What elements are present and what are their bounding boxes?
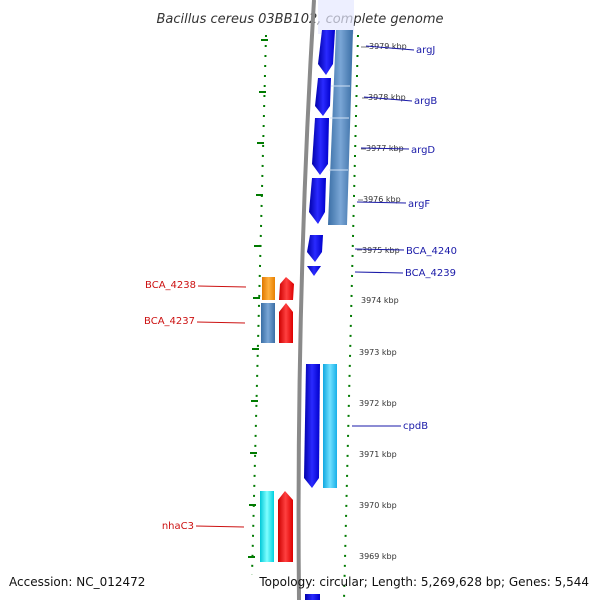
- gene-next-fragment: [305, 594, 320, 600]
- tick-label: 3971 kbp: [359, 450, 397, 459]
- gene-label-BCA_4240: BCA_4240: [406, 246, 457, 257]
- gene-label-BCA_4238: BCA_4238: [145, 280, 196, 291]
- inner-ring-ticks: [248, 39, 268, 558]
- forward-gene-arrows: [304, 30, 337, 600]
- tick-labels: 3979 kbp 3978 kbp 3977 kbp 3976 kbp 3975…: [359, 42, 407, 561]
- tick-label: 3970 kbp: [359, 501, 397, 510]
- gene-cpdB: [304, 364, 320, 488]
- map-title: Bacillus cereus 03BB102, complete genome: [156, 12, 443, 27]
- gene-nhaC3-cds: [260, 491, 274, 562]
- tick-label: 3978 kbp: [368, 93, 406, 102]
- gene-label-BCA_4239: BCA_4239: [405, 268, 456, 279]
- gene-BCA_4237-cds: [261, 303, 275, 343]
- accession-text: Accession: NC_012472: [9, 575, 145, 589]
- gene-argJ: [318, 30, 335, 75]
- reverse-label-leaders: [195, 285, 247, 528]
- gene-label-argD: argD: [411, 145, 435, 156]
- tick-label: 3976 kbp: [363, 195, 401, 204]
- gene-label-argB: argB: [414, 96, 437, 107]
- forward-cds-track: [328, 30, 353, 225]
- gene-label-cpdB: cpdB: [403, 421, 428, 432]
- gene-argB: [315, 78, 331, 116]
- forward-gene-labels: argJ argB argD argF BCA_4240 BCA_4239 cp…: [403, 45, 457, 432]
- gene-cpdB-cds: [323, 364, 337, 488]
- gene-BCA_4239: [307, 266, 321, 276]
- forward-label-leaders: [352, 45, 415, 427]
- top-highlight: [318, 0, 354, 34]
- outer-dotted-ring: [343, 34, 359, 600]
- gene-BCA_4240: [307, 235, 323, 262]
- gene-nhaC3: [278, 491, 293, 562]
- tick-label: 3975 kbp: [362, 246, 400, 255]
- gene-label-nhaC3: nhaC3: [162, 521, 194, 532]
- genome-summary-text: Topology: circular; Length: 5,269,628 bp…: [258, 575, 589, 589]
- inner-dotted-ring: [251, 34, 267, 576]
- gene-label-argJ: argJ: [416, 45, 435, 56]
- reverse-gene-arrows: [260, 277, 294, 562]
- gene-label-argF: argF: [408, 199, 430, 210]
- gene-BCA_4238: [279, 277, 294, 300]
- reverse-gene-labels: BCA_4238 BCA_4237 nhaC3: [144, 280, 196, 532]
- gene-label-BCA_4237: BCA_4237: [144, 316, 195, 327]
- gene-BCA_4237: [279, 303, 293, 343]
- gene-BCA_4238-cds: [262, 277, 275, 300]
- tick-label: 3972 kbp: [359, 399, 397, 408]
- tick-connectors: [357, 46, 369, 251]
- genome-backbone: [296, 0, 316, 600]
- tick-label: 3969 kbp: [359, 552, 397, 561]
- tick-label: 3974 kbp: [361, 296, 399, 305]
- gene-argD: [312, 118, 329, 175]
- tick-label: 3973 kbp: [359, 348, 397, 357]
- tick-label: 3979 kbp: [369, 42, 407, 51]
- gene-argF: [309, 178, 326, 224]
